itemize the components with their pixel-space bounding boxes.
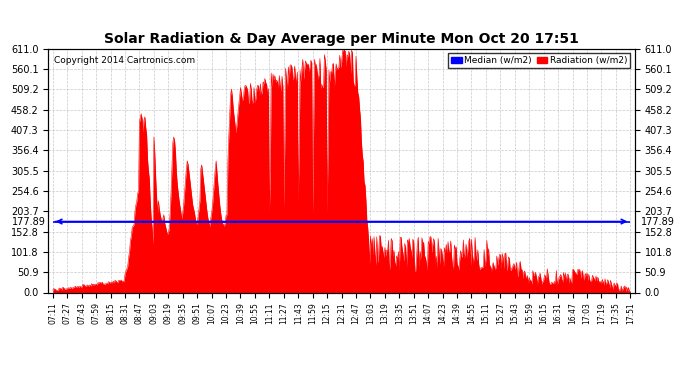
Legend: Median (w/m2), Radiation (w/m2): Median (w/m2), Radiation (w/m2) (448, 53, 630, 68)
Title: Solar Radiation & Day Average per Minute Mon Oct 20 17:51: Solar Radiation & Day Average per Minute… (104, 32, 579, 46)
Text: Copyright 2014 Cartronics.com: Copyright 2014 Cartronics.com (55, 56, 195, 65)
Text: 177.89: 177.89 (641, 216, 675, 226)
Text: 177.89: 177.89 (12, 216, 46, 226)
